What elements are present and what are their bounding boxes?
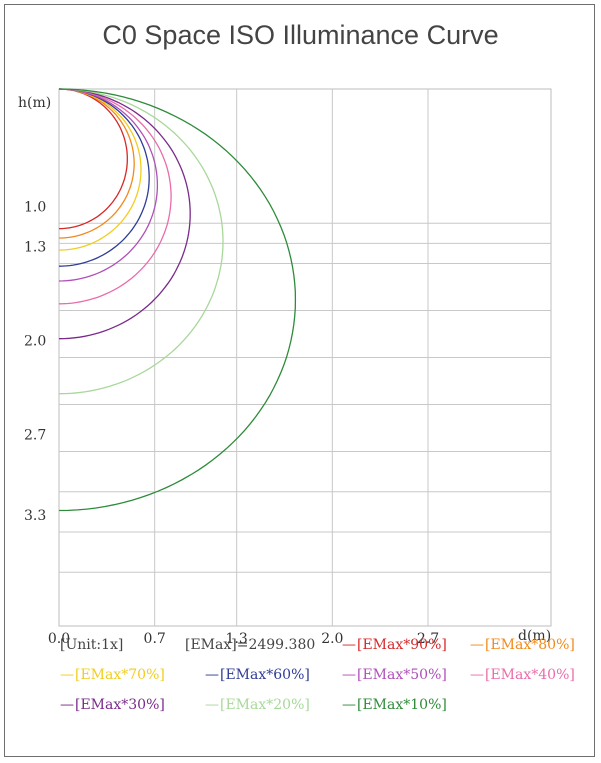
legend-entry: —[EMax*20%] xyxy=(205,697,310,713)
x-tick-label: 0.0 xyxy=(48,631,70,647)
grid-lines xyxy=(58,88,552,627)
axis-labels: h(m) d(m) 0.0 0.7 1.3 2.0 2.7 1.0 1.3 2.0 2.7 3.3 xyxy=(18,95,551,647)
legend-entry: —[EMax*60%] xyxy=(205,667,310,683)
x-tick-label: 1.3 xyxy=(226,631,248,647)
legend-label: [EMax*90%] xyxy=(357,637,447,653)
iso-curves xyxy=(58,88,297,512)
iso-curve-line xyxy=(58,88,297,512)
y-tick-label: 1.0 xyxy=(24,199,46,215)
legend-label: [EMax*50%] xyxy=(357,667,447,683)
iso-curve-line xyxy=(58,88,142,251)
iso-curve-line xyxy=(58,88,135,239)
legend-swatch: — xyxy=(205,667,219,683)
legend-swatch: — xyxy=(60,667,74,683)
y-tick-label: 2.0 xyxy=(24,334,46,350)
legend-label: [EMax*60%] xyxy=(220,667,310,683)
iso-curve-line xyxy=(58,88,150,267)
x-axis-label: d(m) xyxy=(518,628,551,644)
legend-swatch: — xyxy=(342,637,356,653)
legend-entry: —[EMax*40%] xyxy=(470,667,575,683)
y-axis-label: h(m) xyxy=(18,95,51,111)
iso-curve-line xyxy=(58,88,159,282)
legend-entry: —[EMax*70%] xyxy=(60,667,165,683)
chart-title: C0 Space ISO Illuminance Curve xyxy=(102,20,499,50)
iso-curve-line xyxy=(58,88,191,340)
legend-swatch: — xyxy=(60,697,74,713)
legend-row-2: —[EMax*70%] —[EMax*60%] —[EMax*50%] —[EM… xyxy=(0,667,601,693)
legend-label: [EMax*40%] xyxy=(485,667,575,683)
emax-label: [EMax]=2499.380 xyxy=(185,637,316,653)
legend-entry: —[EMax*10%] xyxy=(342,697,447,713)
iso-curve-line xyxy=(58,88,128,230)
x-tick-label: 0.7 xyxy=(144,631,166,647)
unit-label: [Unit:1x] xyxy=(60,637,124,653)
legend-label: [EMax*80%] xyxy=(485,637,575,653)
legend-row-1: [Unit:1x] [EMax]=2499.380 —[EMax*90%] —[… xyxy=(0,637,601,663)
legend-entry: —[EMax*80%] xyxy=(470,637,575,653)
legend-entry: —[EMax*30%] xyxy=(60,697,165,713)
legend-swatch: — xyxy=(342,667,356,683)
y-tick-label: 3.3 xyxy=(24,508,46,524)
legend-label: [EMax*30%] xyxy=(75,697,165,713)
x-tick-label: 2.0 xyxy=(321,631,343,647)
legend-label: [EMax*10%] xyxy=(357,697,447,713)
legend-label: [EMax*70%] xyxy=(75,667,165,683)
legend-row-3: —[EMax*30%] —[EMax*20%] —[EMax*10%] xyxy=(0,697,601,723)
legend-swatch: — xyxy=(470,667,484,683)
legend-swatch: — xyxy=(470,637,484,653)
x-tick-label: 2.7 xyxy=(417,631,439,647)
iso-curve-line xyxy=(58,88,172,305)
legend-entry: —[EMax*90%] xyxy=(342,637,447,653)
legend-swatch: — xyxy=(342,697,356,713)
iso-curve-line xyxy=(58,88,224,395)
y-tick-label: 2.7 xyxy=(24,427,46,443)
chart-frame xyxy=(4,4,595,757)
y-tick-label: 1.3 xyxy=(24,240,46,256)
legend-label: [EMax*20%] xyxy=(220,697,310,713)
legend-swatch: — xyxy=(205,697,219,713)
legend-entry: —[EMax*50%] xyxy=(342,667,447,683)
